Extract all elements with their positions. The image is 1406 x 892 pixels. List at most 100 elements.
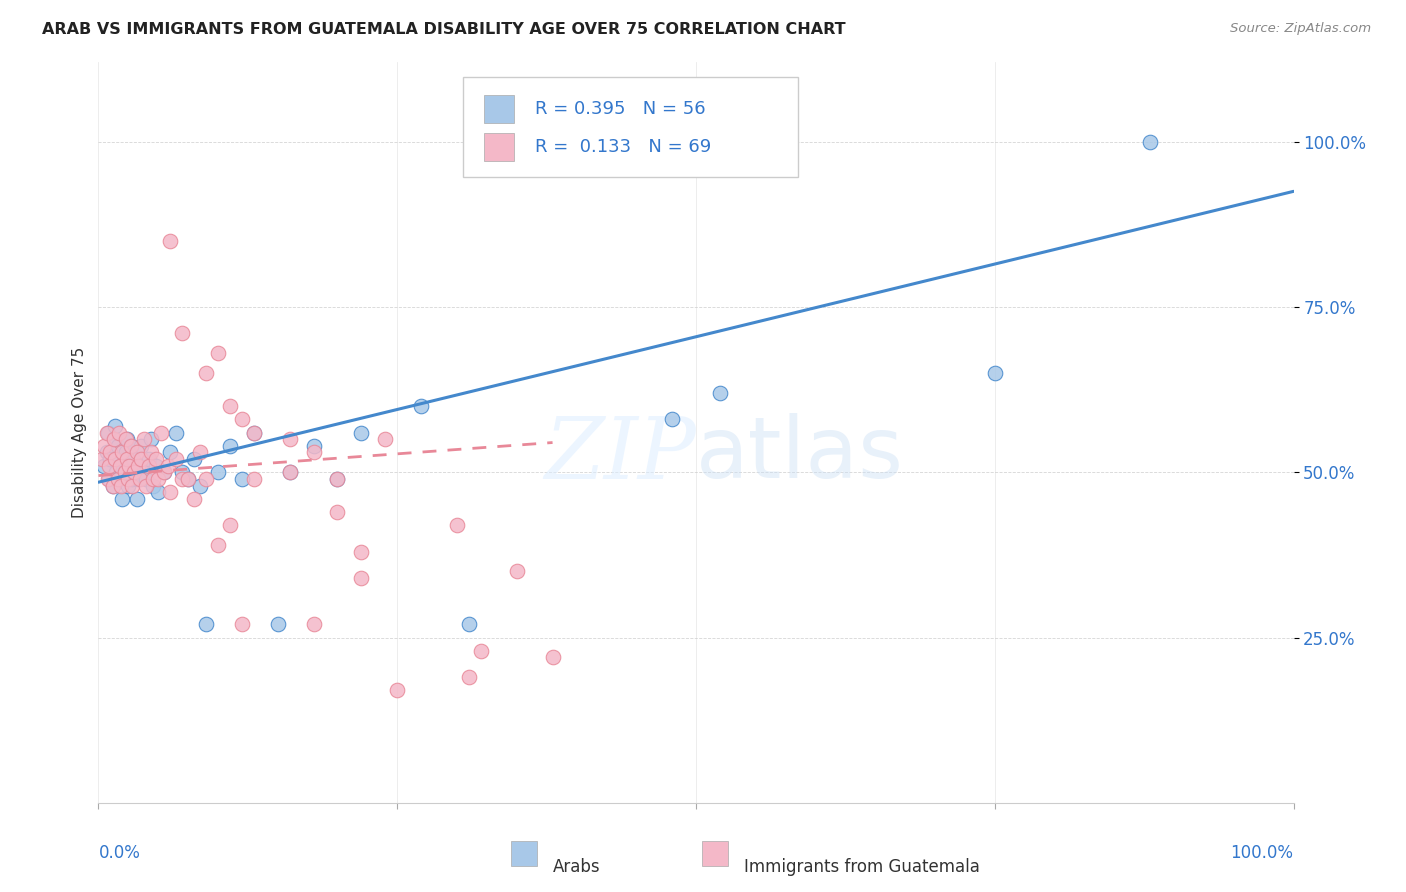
FancyBboxPatch shape — [485, 95, 515, 123]
Point — [243, 472, 266, 486]
Point — [139, 445, 162, 459]
Point — [107, 472, 129, 486]
Point — [104, 452, 127, 467]
Point — [172, 465, 194, 479]
Point — [132, 465, 155, 479]
Point — [125, 445, 148, 459]
Point — [984, 366, 1007, 380]
Point — [458, 670, 481, 684]
Point — [139, 432, 162, 446]
Point — [98, 472, 121, 486]
Point — [153, 465, 176, 479]
Point — [101, 478, 124, 492]
Point — [125, 491, 148, 506]
Point — [159, 485, 181, 500]
Point — [278, 432, 301, 446]
Point — [129, 458, 152, 473]
Point — [121, 472, 143, 486]
Point — [219, 399, 242, 413]
Point — [145, 452, 167, 467]
Point — [172, 326, 194, 341]
Point — [1139, 135, 1161, 149]
Point — [108, 458, 131, 473]
Point — [135, 478, 157, 492]
Text: R = 0.395   N = 56: R = 0.395 N = 56 — [534, 100, 706, 118]
Point — [98, 445, 122, 459]
Point — [470, 644, 492, 658]
Point — [267, 617, 290, 632]
Point — [91, 452, 114, 467]
Point — [118, 458, 141, 473]
Point — [183, 452, 205, 467]
Text: atlas: atlas — [696, 413, 904, 496]
Point — [115, 432, 138, 446]
Point — [107, 439, 129, 453]
Point — [278, 465, 301, 479]
FancyBboxPatch shape — [485, 133, 515, 161]
Point — [661, 412, 683, 426]
Point — [302, 445, 325, 459]
Point — [183, 491, 205, 506]
Point — [207, 538, 229, 552]
Point — [93, 458, 115, 473]
Point — [111, 445, 134, 459]
Point — [108, 458, 131, 473]
Point — [219, 439, 242, 453]
Point — [114, 465, 136, 479]
Point — [195, 366, 218, 380]
Point — [506, 565, 529, 579]
Point — [195, 472, 218, 486]
Point — [149, 425, 172, 440]
Point — [302, 439, 325, 453]
Point — [96, 445, 118, 459]
Point — [145, 458, 167, 473]
Point — [120, 439, 142, 453]
Point — [188, 478, 211, 492]
Point — [122, 452, 145, 467]
Point — [219, 518, 242, 533]
Point — [326, 472, 349, 486]
Text: ARAB VS IMMIGRANTS FROM GUATEMALA DISABILITY AGE OVER 75 CORRELATION CHART: ARAB VS IMMIGRANTS FROM GUATEMALA DISABI… — [42, 22, 846, 37]
Point — [188, 445, 211, 459]
Point — [114, 465, 136, 479]
Point — [135, 472, 157, 486]
Point — [385, 683, 409, 698]
Text: ZIP: ZIP — [544, 414, 696, 496]
Point — [97, 472, 120, 486]
Point — [138, 458, 160, 473]
Point — [131, 439, 153, 453]
Point — [107, 425, 129, 440]
Text: Arabs: Arabs — [553, 858, 600, 876]
Point — [326, 505, 349, 519]
Point — [350, 425, 373, 440]
FancyBboxPatch shape — [702, 841, 728, 866]
Text: 0.0%: 0.0% — [98, 844, 141, 862]
Point — [142, 472, 165, 486]
Point — [120, 439, 142, 453]
Point — [159, 234, 181, 248]
Point — [541, 650, 564, 665]
Point — [105, 465, 128, 479]
Point — [302, 617, 325, 632]
Point — [98, 452, 122, 467]
Point — [326, 472, 349, 486]
Point — [131, 452, 153, 467]
FancyBboxPatch shape — [463, 78, 797, 178]
Point — [104, 419, 127, 434]
Point — [97, 425, 120, 440]
Text: Immigrants from Guatemala: Immigrants from Guatemala — [744, 858, 980, 876]
Text: R =  0.133   N = 69: R = 0.133 N = 69 — [534, 138, 711, 156]
Point — [231, 617, 253, 632]
Point — [207, 346, 229, 360]
Point — [243, 425, 266, 440]
Point — [132, 432, 155, 446]
Point — [411, 399, 433, 413]
Point — [243, 425, 266, 440]
Point — [96, 425, 118, 440]
Point — [159, 445, 181, 459]
Text: 100.0%: 100.0% — [1230, 844, 1294, 862]
Point — [103, 432, 125, 446]
Point — [127, 472, 149, 486]
Point — [115, 445, 138, 459]
Point — [165, 425, 187, 440]
